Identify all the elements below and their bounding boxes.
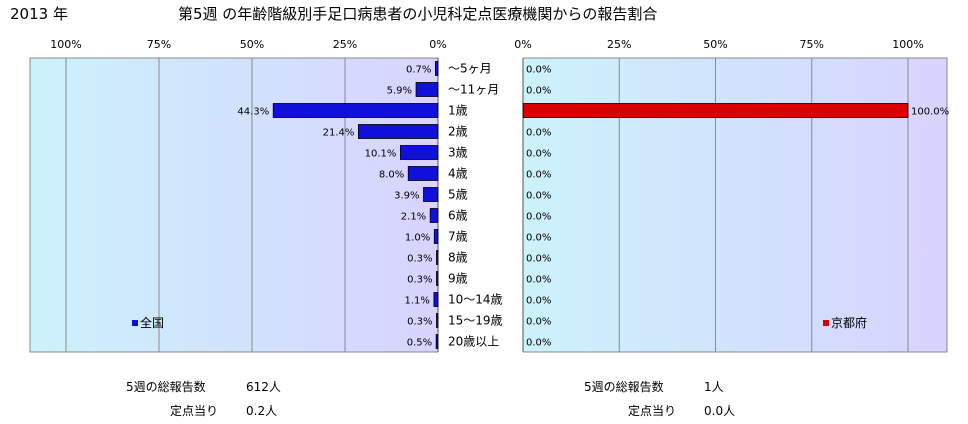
national-bar (423, 187, 439, 202)
chart-year: 2013 年 (10, 5, 68, 23)
right-tick-label: 25% (607, 38, 631, 51)
left-tick-label: 100% (50, 38, 81, 51)
national-per-label: 定点当り (170, 404, 219, 418)
national-value-label: 0.3% (407, 254, 432, 265)
national-legend-swatch (132, 320, 138, 326)
kyoto-total-value: 1人 (704, 380, 724, 394)
national-value-label: 10.1% (365, 149, 397, 160)
national-value-label: 0.3% (407, 317, 432, 328)
kyoto-total-label: 5週の総報告数 (584, 380, 664, 394)
kyoto-value-label: 100.0% (911, 107, 949, 118)
national-bar (400, 145, 439, 160)
kyoto-value-label: 0.0% (526, 128, 551, 139)
chart-title: 第5週 の年齢階級別手足口病患者の小児科定点医療機関からの報告割合 (178, 5, 658, 23)
national-bar (435, 334, 439, 349)
national-value-label: 1.1% (405, 296, 430, 307)
national-total-label: 5週の総報告数 (126, 380, 206, 394)
right-tick-label: 75% (800, 38, 824, 51)
national-value-label: 0.5% (407, 338, 432, 349)
right-tick-label: 100% (892, 38, 923, 51)
national-bar (436, 271, 439, 286)
national-bar (433, 229, 439, 244)
category-label: 7歳 (448, 230, 468, 244)
national-bar (436, 313, 439, 328)
national-bar (434, 61, 439, 76)
national-value-label: 5.9% (387, 86, 412, 97)
category-label: 20歳以上 (448, 335, 499, 349)
category-label: 8歳 (448, 251, 468, 265)
national-value-label: 1.0% (405, 233, 430, 244)
national-legend-label: 全国 (140, 315, 164, 330)
kyoto-value-label: 0.0% (526, 86, 551, 97)
right-plot-area (522, 57, 948, 353)
kyoto-value-label: 0.0% (526, 254, 551, 265)
category-label: 2歳 (448, 125, 468, 139)
kyoto-legend-swatch (823, 320, 829, 326)
national-bar (429, 208, 439, 223)
left-plot-area (29, 57, 439, 353)
category-label: 6歳 (448, 209, 468, 223)
national-bar (415, 82, 439, 97)
kyoto-value-label: 0.0% (526, 191, 551, 202)
left-tick-label: 0% (429, 38, 446, 51)
national-value-label: 21.4% (323, 128, 355, 139)
kyoto-value-label: 0.0% (526, 170, 551, 181)
category-label: ～11ヶ月 (448, 83, 499, 97)
kyoto-value-label: 0.0% (526, 212, 551, 223)
kyoto-value-label: 0.0% (526, 275, 551, 286)
national-value-label: 8.0% (379, 170, 404, 181)
kyoto-value-label: 0.0% (526, 149, 551, 160)
national-bar (357, 124, 439, 139)
national-value-label: 44.3% (237, 107, 269, 118)
national-value-label: 3.9% (394, 191, 419, 202)
kyoto-value-label: 0.0% (526, 317, 551, 328)
national-value-label: 0.3% (407, 275, 432, 286)
category-label: ～5ヶ月 (448, 62, 492, 76)
kyoto-value-label: 0.0% (526, 65, 551, 76)
category-label: 3歳 (448, 146, 468, 160)
national-total-value: 612人 (246, 380, 281, 394)
right-tick-label: 50% (703, 38, 727, 51)
kyoto-value-label: 0.0% (526, 338, 551, 349)
left-tick-label: 75% (147, 38, 171, 51)
kyoto-value-label: 0.0% (526, 233, 551, 244)
kyoto-per-label: 定点当り (628, 404, 677, 418)
national-value-label: 2.1% (401, 212, 426, 223)
kyoto-per-value: 0.0人 (704, 404, 736, 418)
category-label: 9歳 (448, 272, 468, 286)
kyoto-value-label: 0.0% (526, 296, 551, 307)
category-label: 1歳 (448, 104, 468, 118)
left-tick-label: 50% (240, 38, 264, 51)
kyoto-legend-label: 京都府 (831, 315, 867, 330)
category-label: 10～14歳 (448, 293, 503, 307)
national-bar (433, 292, 439, 307)
category-label: 4歳 (448, 167, 468, 181)
category-strip (438, 57, 523, 353)
national-bar (407, 166, 439, 181)
left-tick-label: 25% (333, 38, 357, 51)
right-tick-label: 0% (514, 38, 531, 51)
national-bar (272, 103, 439, 118)
national-value-label: 0.7% (406, 65, 431, 76)
category-label: 5歳 (448, 188, 468, 202)
national-per-value: 0.2人 (246, 404, 278, 418)
category-label: 15～19歳 (448, 314, 503, 328)
national-bar (436, 250, 439, 265)
kyoto-bar (522, 103, 909, 118)
